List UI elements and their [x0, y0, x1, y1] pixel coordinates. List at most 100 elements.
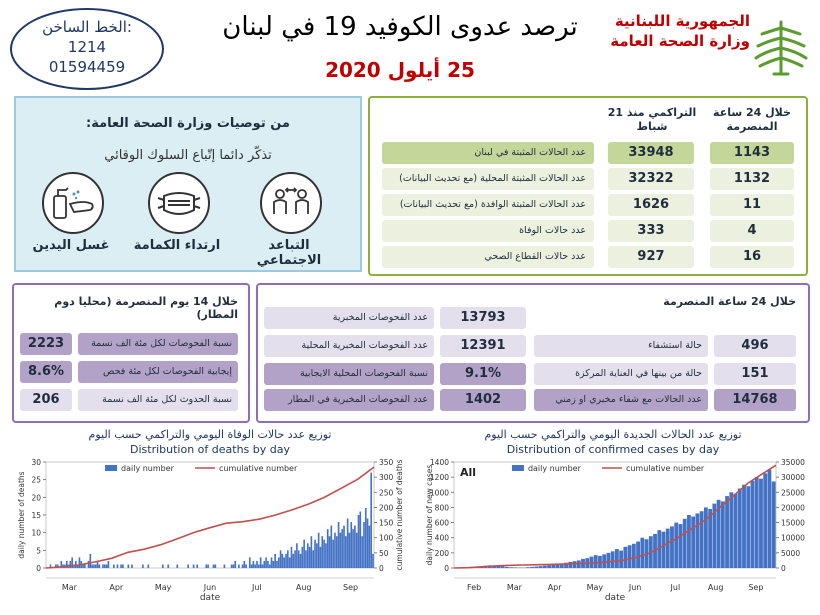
cases-daily-bar	[534, 566, 539, 568]
deaths-daily-bar	[103, 564, 106, 568]
test-value: 9.1%	[440, 363, 526, 385]
cases-daily-bar	[725, 496, 729, 568]
deaths-daily-bar	[321, 536, 324, 568]
cases-daily-bar	[526, 567, 530, 568]
cases-ylabel: daily number of new cases	[425, 465, 434, 566]
cases-ytick-label: 1000	[430, 488, 449, 497]
cases-daily-bar	[568, 561, 573, 568]
cases-daily-bar	[670, 526, 674, 568]
deaths-daily-bar	[76, 564, 79, 568]
cases-month-label: Apr	[548, 583, 563, 592]
deaths-daily-bar	[250, 564, 253, 568]
cases-ytick-right-label: 15000	[781, 519, 805, 528]
deaths-daily-bar	[294, 550, 296, 568]
cases-month-label: Sep	[748, 583, 763, 592]
deaths-daily-bar	[328, 536, 331, 568]
test-label: عدد الفحوصات المخبرية	[264, 307, 434, 329]
deaths-ytick-right-label: 0	[379, 564, 384, 573]
deaths-daily-bar	[161, 564, 164, 568]
deaths-daily-bar	[330, 525, 333, 568]
cases-daily-bar	[619, 550, 624, 568]
deaths-daily-bar	[93, 564, 95, 568]
deaths-daily-bar	[187, 564, 189, 568]
deaths-daily-bar	[192, 564, 195, 568]
deaths-daily-bar	[270, 557, 273, 568]
deaths-xlabel: date	[200, 593, 221, 603]
cases-daily-bar	[720, 501, 725, 568]
deaths-daily-bar	[279, 550, 282, 568]
cases-daily-bar	[750, 480, 755, 568]
cases-daily-bar	[602, 554, 607, 568]
cases-chart-title-ar: توزيع عدد الحالات الجديدة اليومي والتراك…	[484, 428, 742, 441]
cases-ytick-right-label: 20000	[781, 503, 805, 512]
cases-daily-bar	[572, 561, 577, 568]
cases-ytick-label: 0	[444, 564, 449, 573]
summary-row-label: عدد حالات القطاع الصحي	[382, 246, 594, 268]
deaths-daily-bar	[167, 564, 170, 568]
deaths-daily-bar	[230, 564, 233, 568]
cases-daily-bar	[492, 565, 496, 568]
deaths-daily-bar	[238, 564, 240, 568]
cases-ytick-right-label: 25000	[781, 488, 805, 497]
deaths-daily-bar	[366, 518, 369, 568]
cases-daily-bar	[661, 531, 666, 568]
deaths-ytick-label: 15	[31, 511, 41, 520]
cases-daily-bar	[708, 508, 713, 568]
cases-daily-bar	[767, 469, 772, 568]
deaths-daily-bar	[49, 564, 52, 568]
deaths-month-label: Mar	[62, 583, 78, 592]
deaths-daily-bar	[147, 564, 150, 568]
ministry-name: الجمهورية اللبنانية وزارة الصحة العامة	[600, 12, 750, 50]
deaths-daily-bar	[317, 532, 320, 568]
cases-chart: 0 200 400 600 800 1000 1200 1400 0 5000 10000 15000…	[425, 458, 805, 603]
deaths-ytick-label: 20	[31, 493, 41, 502]
cases-daily-bar	[712, 503, 717, 568]
social-distancing-icon	[260, 172, 322, 234]
cases-ytick-right-label: 5000	[781, 549, 800, 558]
deaths-daily-bar	[56, 564, 59, 568]
recommendations-subtitle: تذكّر دائما إتّباع السلوك الوقائي	[104, 148, 272, 163]
deaths-daily-bar	[296, 543, 298, 568]
case-value: 151	[714, 363, 796, 385]
summary-row-day: 16	[710, 246, 794, 268]
cases-daily-bar	[542, 565, 547, 568]
deaths-daily-bar	[234, 560, 237, 568]
cases-daily-bar	[504, 566, 509, 568]
cases-legend-bar-swatch	[511, 465, 524, 471]
deaths-daily-bar	[55, 564, 57, 568]
cases-daily-bar	[509, 567, 513, 568]
cases-daily-bar	[530, 566, 535, 568]
deaths-daily-bar	[254, 564, 257, 568]
deaths-ytick-right-label: 100	[379, 534, 394, 543]
deaths-daily-bar	[94, 564, 97, 568]
deaths-chart-title-ar: توزيع عدد حالات الوفاة اليومي والتراكمي …	[88, 428, 332, 441]
deaths-daily-bar	[305, 550, 307, 568]
summary-panel: خلال 24 ساعة المنصرمة التراكمي منذ 21 شب…	[368, 96, 808, 276]
deaths-daily-bar	[323, 539, 325, 568]
cases-daily-bar	[759, 478, 763, 568]
deaths-ytick-right-label: 350	[379, 458, 394, 467]
cases-daily-bar	[682, 518, 687, 568]
summary-row-label: عدد الحالات المثبتة المحلية (مع تحديث ال…	[382, 168, 594, 190]
summary-row-day: 1132	[710, 168, 794, 190]
cases-daily-bar	[551, 564, 556, 568]
deaths-daily-bar	[288, 557, 291, 568]
cases-daily-bar	[678, 524, 683, 568]
deaths-daily-bar	[341, 529, 344, 568]
deaths-ytick-right-label: 300	[379, 473, 394, 482]
deaths-daily-bar	[212, 564, 215, 568]
cases-month-label: Jul	[670, 583, 681, 592]
deaths-daily-bar	[274, 553, 276, 568]
cases-daily-bar	[547, 565, 552, 568]
deaths-ytick-right-label: 200	[379, 503, 394, 512]
cases-daily-bar	[737, 488, 742, 568]
last-24h-title: خلال 24 ساعة المنصرمة	[663, 295, 796, 308]
deaths-daily-bar	[71, 557, 74, 568]
hotline-number-1: 1214	[67, 38, 107, 56]
cases-daily-bar	[610, 551, 615, 568]
ministry-logo-icon	[754, 20, 808, 76]
cases-cumulative-line	[453, 464, 777, 569]
deaths-daily-bar	[287, 550, 289, 568]
cases-daily-bar	[754, 477, 759, 568]
